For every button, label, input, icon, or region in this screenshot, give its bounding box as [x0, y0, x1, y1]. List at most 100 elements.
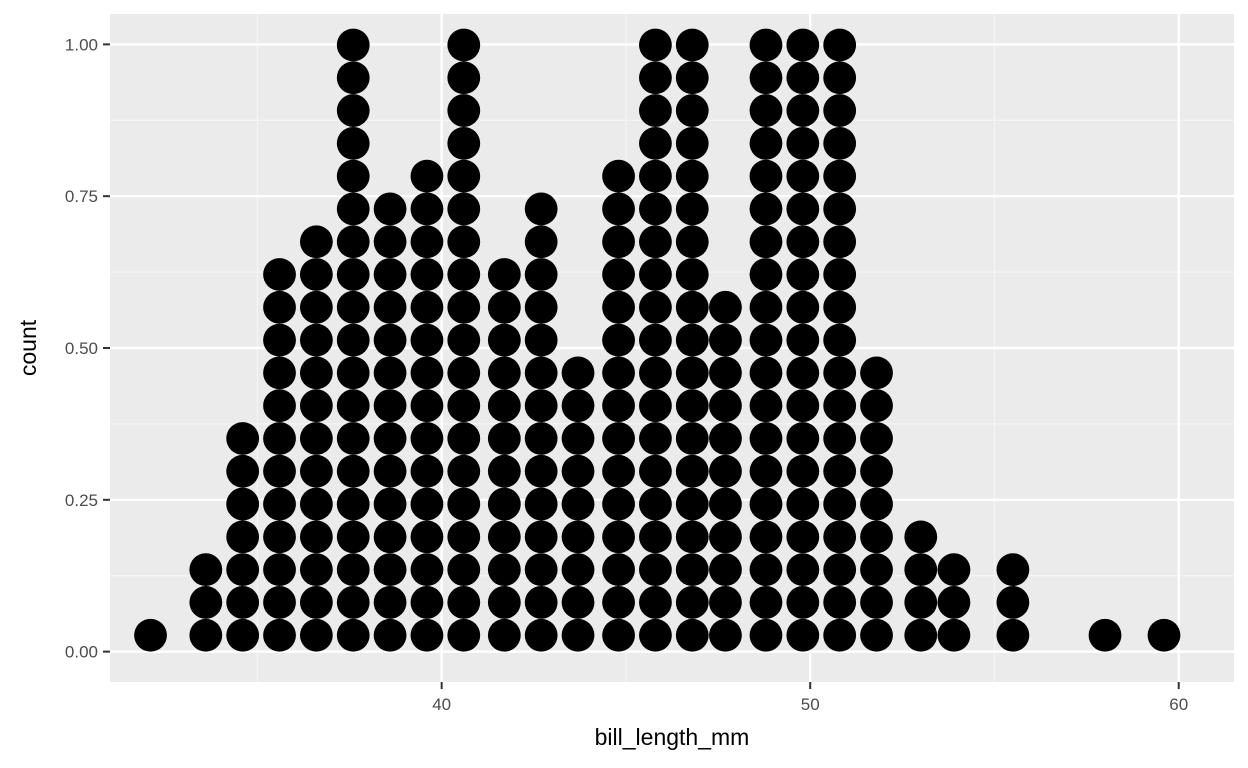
- dot: [373, 618, 407, 652]
- dot: [373, 192, 407, 226]
- dot: [786, 290, 820, 324]
- dot: [709, 290, 742, 324]
- dot: [336, 192, 370, 226]
- dot: [336, 28, 370, 62]
- dot: [336, 159, 370, 193]
- dot: [749, 586, 783, 619]
- dot: [299, 553, 333, 587]
- dot: [786, 356, 820, 390]
- dot: [487, 487, 521, 521]
- dot: [675, 618, 709, 652]
- dot: [823, 28, 857, 62]
- dot: [639, 422, 672, 455]
- dot: [860, 454, 893, 488]
- dot: [373, 356, 407, 390]
- dot: [373, 290, 407, 324]
- dot: [823, 422, 857, 455]
- dot: [524, 192, 558, 226]
- dot: [524, 520, 558, 554]
- dot: [860, 422, 893, 455]
- dot: [602, 225, 635, 259]
- dot: [749, 618, 783, 652]
- dot: [749, 126, 783, 160]
- dot: [410, 258, 444, 291]
- dot: [675, 258, 709, 291]
- dot: [336, 258, 370, 291]
- dot: [373, 553, 407, 587]
- dot: [263, 520, 296, 554]
- dot: [675, 520, 709, 554]
- dot: [786, 422, 820, 455]
- dot: [709, 618, 742, 652]
- dot: [860, 356, 893, 390]
- dot: [639, 159, 672, 193]
- dot: [823, 126, 857, 160]
- dot: [1147, 618, 1181, 652]
- dot: [749, 192, 783, 226]
- dot: [675, 159, 709, 193]
- dot: [336, 618, 370, 652]
- y-axis: 0.00 0.25 0.50 0.75 1.00: [65, 35, 110, 662]
- dot: [410, 290, 444, 324]
- y-tick-label: 0.75: [65, 187, 98, 206]
- dot: [786, 61, 820, 95]
- dot: [189, 618, 223, 652]
- y-tick-label: 0.25: [65, 491, 98, 510]
- dot: [749, 454, 783, 488]
- dot: [336, 61, 370, 95]
- dot: [561, 389, 595, 423]
- dot: [786, 487, 820, 521]
- dot: [524, 487, 558, 521]
- dot: [410, 422, 444, 455]
- dot: [639, 389, 672, 423]
- dot: [524, 553, 558, 587]
- dot: [263, 290, 296, 324]
- dot: [749, 553, 783, 587]
- dot: [447, 422, 481, 455]
- dot: [299, 290, 333, 324]
- dot: [823, 61, 857, 95]
- dot: [823, 94, 857, 127]
- dot: [410, 487, 444, 521]
- dot: [410, 389, 444, 423]
- dot: [487, 290, 521, 324]
- dot: [189, 586, 223, 619]
- dot: [263, 586, 296, 619]
- dot: [410, 618, 444, 652]
- dot: [524, 389, 558, 423]
- dot: [904, 618, 938, 652]
- dot: [487, 553, 521, 587]
- dot: [447, 520, 481, 554]
- dot: [299, 520, 333, 554]
- dot: [447, 258, 481, 291]
- dot: [675, 422, 709, 455]
- dot: [823, 520, 857, 554]
- dot: [487, 520, 521, 554]
- dot: [749, 94, 783, 127]
- dot: [904, 520, 938, 554]
- dot: [336, 356, 370, 390]
- dot: [134, 618, 167, 652]
- dot: [299, 454, 333, 488]
- dot: [336, 323, 370, 357]
- dot: [561, 422, 595, 455]
- dot: [675, 454, 709, 488]
- x-tick-label: 60: [1169, 695, 1188, 714]
- dot: [639, 618, 672, 652]
- dot: [860, 618, 893, 652]
- dot: [749, 422, 783, 455]
- dot: [410, 553, 444, 587]
- x-tick-label: 50: [801, 695, 820, 714]
- dot: [263, 356, 296, 390]
- dot: [749, 520, 783, 554]
- dot: [996, 618, 1030, 652]
- dot: [639, 553, 672, 587]
- dot: [675, 28, 709, 62]
- dot: [524, 356, 558, 390]
- dot: [602, 290, 635, 324]
- dot: [263, 389, 296, 423]
- dot: [749, 356, 783, 390]
- dot: [786, 389, 820, 423]
- dot: [823, 553, 857, 587]
- dot: [447, 487, 481, 521]
